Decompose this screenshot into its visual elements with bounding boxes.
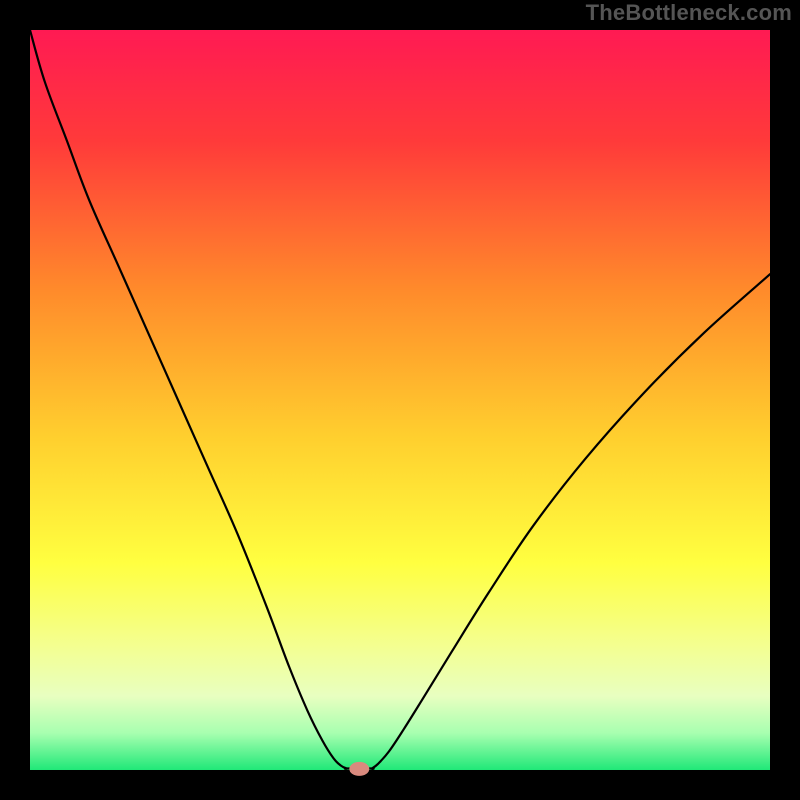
chart-stage: TheBottleneck.com (0, 0, 800, 800)
plot-background (30, 30, 770, 770)
bottleneck-chart (0, 0, 800, 800)
bottleneck-marker (349, 762, 369, 776)
